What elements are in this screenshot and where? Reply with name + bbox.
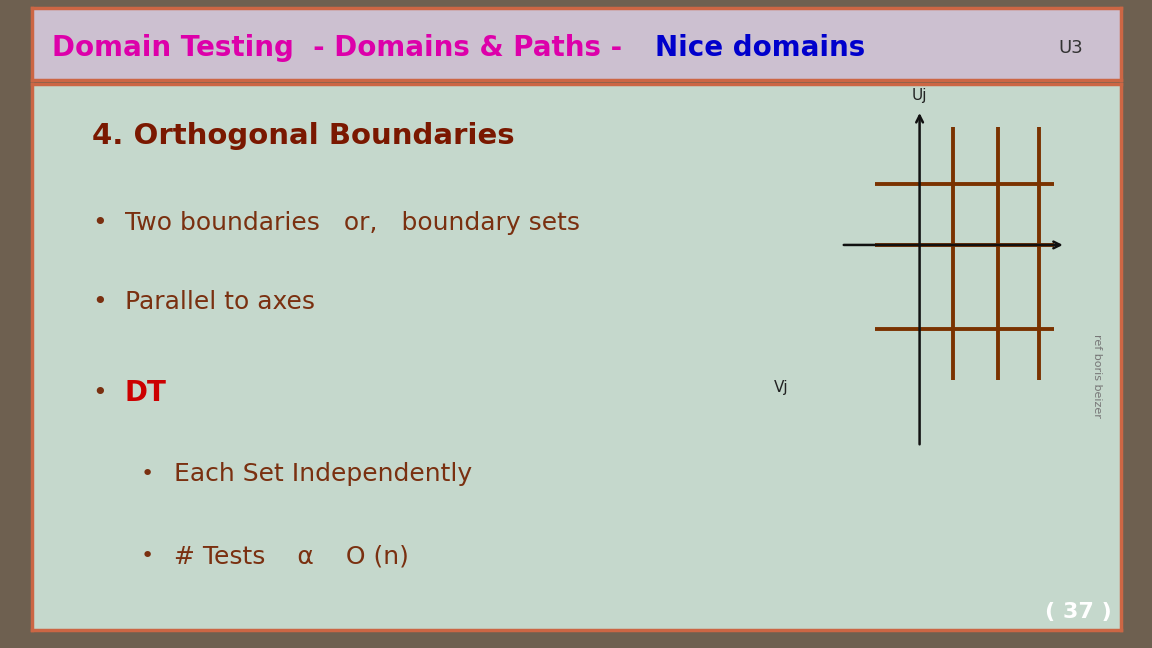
Text: 4. Orthogonal Boundaries: 4. Orthogonal Boundaries [92, 122, 515, 150]
Text: DT: DT [124, 378, 167, 406]
Text: Domain Testing  - Domains & Paths -: Domain Testing - Domains & Paths - [52, 34, 631, 62]
Text: Parallel to axes: Parallel to axes [124, 290, 314, 314]
Text: Each Set Independently: Each Set Independently [174, 463, 472, 487]
Text: # Tests    α    O (n): # Tests α O (n) [174, 544, 409, 568]
Text: •: • [92, 211, 107, 235]
Text: •: • [141, 465, 154, 484]
Text: ref boris beizer: ref boris beizer [1092, 334, 1101, 418]
Text: Vj: Vj [774, 380, 789, 395]
Text: Uj: Uj [912, 88, 927, 104]
Text: Nice domains: Nice domains [655, 34, 865, 62]
Text: •: • [141, 546, 154, 566]
Text: Two boundaries   or,   boundary sets: Two boundaries or, boundary sets [124, 211, 579, 235]
Text: •: • [92, 290, 107, 314]
Text: •: • [92, 380, 107, 404]
Text: U3: U3 [1058, 39, 1083, 56]
Text: ( 37 ): ( 37 ) [1045, 603, 1112, 622]
